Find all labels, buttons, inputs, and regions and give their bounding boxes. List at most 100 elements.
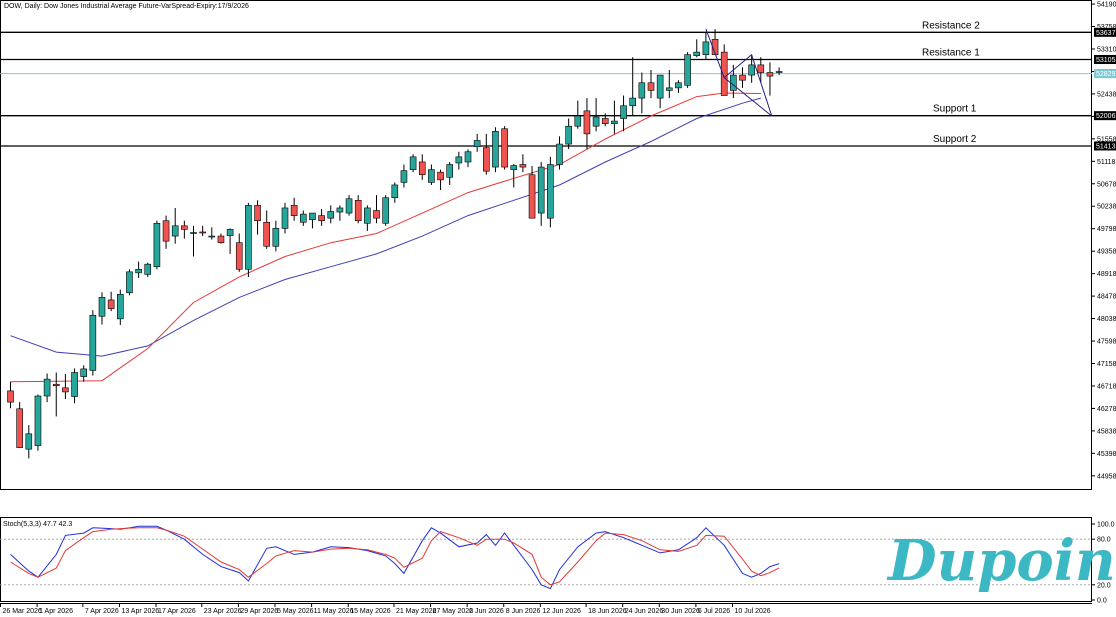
candle-15 bbox=[144, 262, 152, 277]
candle-21 bbox=[199, 225, 206, 237]
price-tick-label: 47598 bbox=[1097, 339, 1116, 346]
level-tag-3-bg bbox=[1094, 141, 1116, 151]
candle-22 bbox=[208, 227, 216, 240]
time-tick-label: 5 May 2026 bbox=[277, 608, 314, 615]
candle-body bbox=[418, 161, 426, 176]
candle-64 bbox=[592, 98, 600, 132]
ma-fast-line bbox=[10, 92, 761, 383]
candle-body bbox=[272, 228, 280, 247]
candle-47 bbox=[437, 169, 444, 191]
time-tick-label: 18 Jun 2026 bbox=[588, 608, 627, 615]
candle-body bbox=[702, 41, 710, 55]
candle-50 bbox=[464, 149, 472, 168]
candle-body bbox=[263, 221, 271, 247]
time-tick-label: 13 Apr 2026 bbox=[121, 608, 159, 615]
candle-16 bbox=[153, 220, 161, 270]
candle-body bbox=[190, 232, 197, 234]
price-tick-label: 46278 bbox=[1097, 406, 1116, 413]
stoch-signal-line bbox=[10, 527, 780, 586]
candle-body bbox=[16, 408, 23, 448]
candle-body bbox=[126, 271, 133, 294]
candle-body bbox=[327, 211, 335, 219]
price-tick-label: 45838 bbox=[1097, 428, 1116, 435]
candle-69 bbox=[638, 72, 646, 114]
candle-25 bbox=[235, 233, 243, 272]
candle-body bbox=[162, 220, 170, 242]
level-label-1: Resistance 1 bbox=[922, 48, 980, 59]
candle-body bbox=[235, 242, 243, 270]
price-tick-label: 51558 bbox=[1097, 136, 1116, 143]
candle-body bbox=[556, 143, 563, 165]
candle-body bbox=[7, 390, 14, 403]
candle-4 bbox=[43, 373, 51, 403]
candle-0 bbox=[7, 381, 14, 409]
candle-59 bbox=[547, 156, 554, 228]
price-tick-label: 48478 bbox=[1097, 294, 1116, 301]
candle-body bbox=[446, 164, 454, 178]
candle-body bbox=[117, 294, 124, 320]
price-tick-label: 47158 bbox=[1097, 361, 1116, 368]
candle-body bbox=[217, 235, 225, 244]
ma-slow-line bbox=[10, 97, 761, 357]
candle-body bbox=[592, 116, 600, 127]
time-tick-label: 7 Apr 2026 bbox=[85, 608, 119, 615]
time-tick-label: 26 Mar 2026 bbox=[3, 608, 42, 615]
candle-body bbox=[98, 297, 106, 317]
candle-8 bbox=[80, 365, 87, 382]
candle-5 bbox=[52, 372, 60, 417]
candle-38 bbox=[354, 195, 362, 224]
price-tick-label: 46718 bbox=[1097, 383, 1116, 390]
time-tick-label: 15 May 2026 bbox=[350, 608, 391, 615]
candle-46 bbox=[428, 164, 435, 185]
candle-body bbox=[464, 151, 472, 163]
candle-body bbox=[254, 205, 261, 222]
price-tick-label: 50238 bbox=[1097, 204, 1116, 211]
candle-30 bbox=[281, 202, 289, 234]
time-tick-label: 21 May 2026 bbox=[396, 608, 437, 615]
candle-84 bbox=[775, 67, 783, 76]
candle-41 bbox=[382, 195, 389, 226]
candle-18 bbox=[171, 207, 179, 244]
candle-63 bbox=[583, 98, 591, 150]
candle-3 bbox=[34, 394, 42, 451]
candle-48 bbox=[446, 161, 454, 185]
candle-body bbox=[510, 165, 518, 170]
candle-74 bbox=[684, 52, 691, 88]
candle-35 bbox=[327, 205, 335, 224]
candle-body bbox=[620, 105, 627, 119]
candle-body bbox=[290, 205, 298, 216]
time-tick-label: 29 Apr 2026 bbox=[240, 608, 278, 615]
candle-body bbox=[766, 72, 774, 77]
candle-62 bbox=[574, 100, 582, 129]
candle-body bbox=[107, 299, 115, 309]
candle-82 bbox=[757, 57, 765, 83]
candle-57 bbox=[528, 166, 536, 219]
price-tick-label: 53310 bbox=[1097, 46, 1116, 53]
candle-54 bbox=[501, 126, 508, 170]
candle-body bbox=[437, 171, 444, 181]
stoch-tick-label: 0.0 bbox=[1097, 598, 1107, 605]
candle-24 bbox=[226, 228, 234, 254]
candle-33 bbox=[309, 212, 316, 229]
price-tick-label: 48918 bbox=[1097, 271, 1116, 278]
candle-17 bbox=[162, 215, 170, 249]
candle-65 bbox=[601, 113, 609, 127]
time-tick-label: 2 Jun 2026 bbox=[469, 608, 504, 615]
stoch-panel-frame bbox=[0, 517, 1092, 602]
level-tag-1: 53105 bbox=[1096, 57, 1116, 64]
stoch-tick-label: 100.0 bbox=[1097, 522, 1115, 529]
candle-1 bbox=[16, 402, 23, 449]
level-tag-0: 53637 bbox=[1096, 30, 1116, 37]
candle-43 bbox=[400, 164, 408, 188]
candle-76 bbox=[702, 31, 710, 60]
candle-body bbox=[473, 140, 481, 147]
candle-body bbox=[89, 314, 97, 371]
candle-56 bbox=[519, 154, 527, 173]
candle-body bbox=[501, 128, 508, 168]
candle-body bbox=[482, 147, 490, 172]
candle-body bbox=[245, 205, 252, 270]
level-label-3: Support 2 bbox=[933, 134, 977, 145]
time-tick-label: 17 Apr 2026 bbox=[158, 608, 196, 615]
level-tag-0-bg bbox=[1094, 27, 1116, 37]
current-price-tag: 52829 bbox=[1096, 71, 1116, 78]
